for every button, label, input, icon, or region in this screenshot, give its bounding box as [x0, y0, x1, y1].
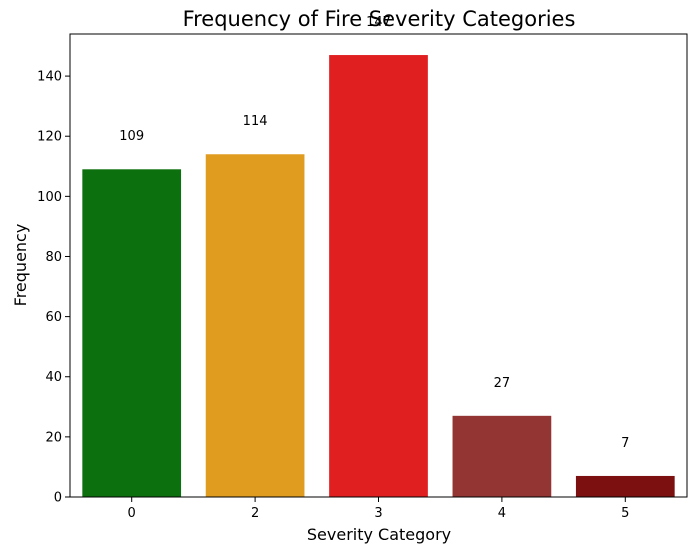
bar-value-label: 109	[119, 129, 144, 144]
y-tick-label: 20	[45, 430, 62, 445]
x-tick-label: 4	[498, 506, 506, 521]
y-tick-label: 140	[37, 70, 62, 85]
x-tick-label: 3	[374, 506, 382, 521]
bar-2	[205, 154, 305, 497]
y-tick-label: 40	[45, 370, 62, 385]
x-axis: 0 2 3 4 5	[128, 497, 629, 521]
bar-labels-layer: 109 114 147 27 7	[119, 15, 629, 451]
bar-4	[452, 415, 552, 497]
bar-value-label: 147	[366, 15, 391, 30]
x-axis-title: Severity Category	[307, 525, 451, 544]
x-tick-label: 5	[621, 506, 629, 521]
y-tick-label: 80	[45, 250, 62, 265]
y-tick-label: 120	[37, 130, 62, 145]
bar-5	[575, 475, 675, 497]
x-tick-label: 2	[251, 506, 259, 521]
y-tick-label: 100	[37, 190, 62, 205]
y-axis: 0 20 40 60 80 100 120 140	[37, 70, 70, 506]
x-tick-label: 0	[128, 506, 136, 521]
bar-value-label: 27	[494, 376, 511, 391]
bar-0	[82, 169, 182, 497]
bar-value-label: 7	[621, 436, 629, 451]
bar-value-label: 114	[243, 114, 268, 129]
y-tick-label: 60	[45, 310, 62, 325]
bars-layer	[82, 55, 675, 497]
bar-3	[329, 55, 428, 497]
y-tick-label: 0	[54, 491, 62, 506]
y-axis-title: Frequency	[11, 224, 30, 307]
chart-title: Frequency of Fire Severity Categories	[183, 7, 576, 31]
